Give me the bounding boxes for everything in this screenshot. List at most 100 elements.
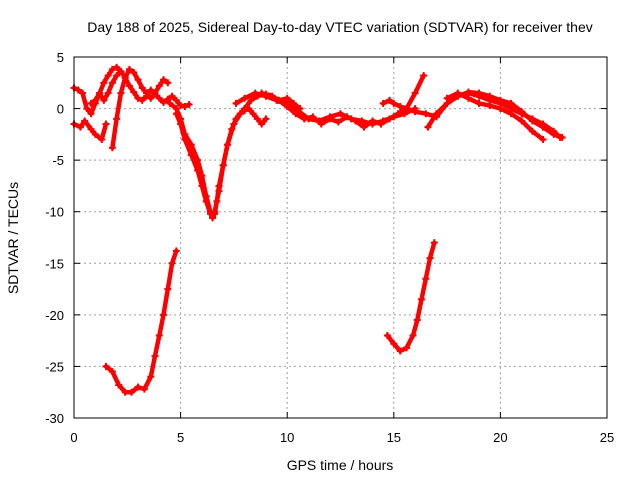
data-point — [411, 108, 419, 116]
data-point — [360, 123, 368, 131]
data-point — [411, 89, 419, 97]
data-point — [160, 98, 168, 106]
series-arc-12 — [103, 248, 179, 395]
data-point — [209, 214, 217, 222]
y-tick-label: 5 — [57, 50, 64, 65]
data-point — [258, 89, 266, 97]
x-tick-label: 25 — [600, 430, 614, 445]
data-point — [130, 88, 138, 96]
data-point — [134, 76, 142, 84]
data-point — [236, 110, 244, 118]
data-point — [181, 103, 189, 111]
data-point — [253, 115, 261, 123]
data-point — [486, 101, 494, 109]
data-point — [164, 79, 172, 87]
data-point — [172, 247, 180, 255]
data-point — [74, 86, 82, 94]
data-point — [300, 115, 308, 123]
data-point — [172, 96, 180, 104]
data-series — [70, 63, 566, 396]
data-point — [486, 92, 494, 100]
data-point — [104, 72, 112, 80]
data-point — [430, 239, 438, 247]
data-point — [539, 123, 547, 131]
data-point — [241, 105, 249, 113]
data-point — [115, 381, 123, 389]
data-point — [134, 94, 142, 102]
data-point — [275, 96, 283, 104]
data-point — [206, 210, 214, 218]
data-point — [550, 130, 558, 138]
data-point — [108, 368, 116, 376]
data-point — [518, 117, 526, 125]
data-point — [528, 127, 536, 135]
data-point — [160, 311, 168, 319]
data-point — [87, 110, 95, 118]
data-point — [317, 120, 325, 128]
data-point — [138, 84, 146, 92]
data-point — [443, 94, 451, 102]
data-point — [128, 388, 136, 396]
data-point — [108, 144, 116, 152]
data-point — [187, 151, 195, 159]
data-point — [464, 88, 472, 96]
data-point — [102, 362, 110, 370]
data-point — [539, 136, 547, 144]
data-point — [130, 68, 138, 76]
data-point — [96, 89, 104, 97]
data-point — [155, 94, 163, 102]
data-point — [426, 254, 434, 262]
data-point — [151, 89, 159, 97]
data-point — [113, 115, 121, 123]
data-point — [422, 275, 430, 283]
y-axis-label: SDTVAR / TECUs — [5, 182, 21, 294]
data-point — [432, 110, 440, 118]
x-tick-label: 10 — [280, 430, 294, 445]
data-point — [125, 65, 133, 73]
data-point — [496, 96, 504, 104]
data-point — [386, 115, 394, 123]
data-point — [138, 96, 146, 104]
data-point — [409, 331, 417, 339]
data-point — [351, 117, 359, 125]
data-point — [383, 331, 391, 339]
data-point — [262, 115, 270, 123]
data-point — [168, 259, 176, 267]
data-point — [194, 166, 202, 174]
data-point — [454, 89, 462, 97]
y-tick-label: -15 — [45, 256, 64, 271]
data-point — [230, 120, 238, 128]
data-point — [518, 108, 526, 116]
data-point — [390, 340, 398, 348]
data-point — [249, 110, 257, 118]
data-point — [202, 197, 210, 205]
data-point — [396, 347, 404, 355]
chart-title: Day 188 of 2025, Sidereal Day-to-day VTE… — [87, 19, 593, 35]
y-tick-label: -25 — [45, 359, 64, 374]
data-point — [334, 118, 342, 126]
data-point — [142, 89, 150, 97]
data-point — [558, 133, 566, 141]
data-point — [172, 110, 180, 118]
data-point — [496, 105, 504, 113]
data-point — [396, 103, 404, 111]
data-point — [166, 99, 174, 107]
data-point — [528, 117, 536, 125]
data-point — [108, 65, 116, 73]
data-point — [147, 373, 155, 381]
data-point — [507, 99, 515, 107]
data-point — [185, 100, 193, 108]
plot-frame — [73, 56, 608, 419]
data-point — [309, 113, 317, 121]
y-tick-label: -20 — [45, 308, 64, 323]
data-point — [403, 344, 411, 352]
data-point — [337, 110, 344, 118]
data-point — [160, 76, 168, 84]
data-point — [390, 99, 398, 107]
data-point — [140, 385, 148, 393]
data-point — [211, 208, 219, 216]
data-point — [104, 89, 112, 97]
data-point — [91, 130, 99, 138]
y-tick-label: -5 — [52, 153, 64, 168]
data-point — [113, 63, 121, 71]
